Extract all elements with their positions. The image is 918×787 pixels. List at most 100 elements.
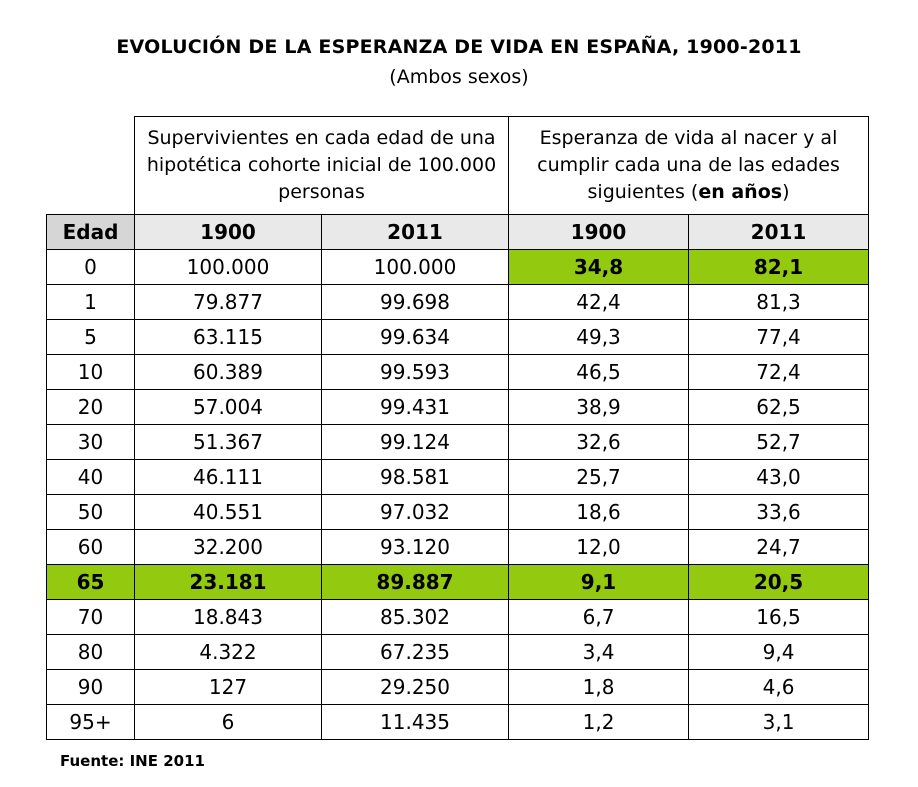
survivors-1900-cell: 32.200 bbox=[134, 529, 322, 565]
table-row: 90 127 29.250 1,8 4,6 bbox=[46, 669, 870, 705]
column-header-expectancy-2011: 2011 bbox=[688, 214, 870, 250]
edad-cell: 70 bbox=[46, 599, 135, 635]
edad-cell: 20 bbox=[46, 389, 135, 425]
expectancy-1900-cell: 1,2 bbox=[508, 704, 690, 740]
edad-cell: 65 bbox=[46, 564, 135, 600]
table-body: 0 100.000 100.000 34,8 82,1 1 79.877 99.698 42,4… bbox=[46, 249, 870, 740]
expectancy-2011-cell: 24,7 bbox=[688, 529, 870, 565]
survivors-1900-cell: 4.322 bbox=[134, 634, 322, 670]
table-row: 65 23.181 89.887 9,1 20,5 bbox=[46, 564, 870, 600]
survivors-1900-cell: 100.000 bbox=[134, 249, 322, 285]
survivors-1900-cell: 51.367 bbox=[134, 424, 322, 460]
life-expectancy-table: Supervivientes en cada edad de una hipot… bbox=[46, 116, 870, 740]
survivors-1900-cell: 18.843 bbox=[134, 599, 322, 635]
expectancy-1900-cell: 6,7 bbox=[508, 599, 690, 635]
survivors-2011-cell: 99.634 bbox=[320, 319, 510, 355]
table-row: 60 32.200 93.120 12,0 24,7 bbox=[46, 529, 870, 565]
survivors-1900-cell: 60.389 bbox=[134, 354, 322, 390]
expectancy-2011-cell: 52,7 bbox=[688, 424, 870, 460]
edad-cell: 80 bbox=[46, 634, 135, 670]
survivors-1900-cell: 23.181 bbox=[134, 564, 322, 600]
survivors-2011-cell: 85.302 bbox=[320, 599, 510, 635]
survivors-2011-cell: 99.593 bbox=[320, 354, 510, 390]
expectancy-2011-cell: 33,6 bbox=[688, 494, 870, 530]
table-row: 70 18.843 85.302 6,7 16,5 bbox=[46, 599, 870, 635]
survivors-1900-cell: 46.111 bbox=[134, 459, 322, 495]
expectancy-2011-cell: 16,5 bbox=[688, 599, 870, 635]
life-expectancy-header-suffix: ) bbox=[782, 181, 790, 203]
expectancy-1900-cell: 12,0 bbox=[508, 529, 690, 565]
survivors-1900-cell: 57.004 bbox=[134, 389, 322, 425]
expectancy-1900-cell: 1,8 bbox=[508, 669, 690, 705]
life-expectancy-header-unit: en años bbox=[698, 181, 783, 203]
page-subtitle: (Ambos sexos) bbox=[389, 66, 529, 88]
expectancy-2011-cell: 4,6 bbox=[688, 669, 870, 705]
survivors-2011-cell: 98.581 bbox=[320, 459, 510, 495]
page-title: EVOLUCIÓN DE LA ESPERANZA DE VIDA EN ESP… bbox=[116, 36, 802, 58]
table-row: 20 57.004 99.431 38,9 62,5 bbox=[46, 389, 870, 425]
expectancy-1900-cell: 25,7 bbox=[508, 459, 690, 495]
empty-corner-cell bbox=[46, 116, 135, 215]
edad-cell: 90 bbox=[46, 669, 135, 705]
expectancy-2011-cell: 81,3 bbox=[688, 284, 870, 320]
expectancy-2011-cell: 82,1 bbox=[688, 249, 870, 285]
survivors-group-header: Supervivientes en cada edad de una hipot… bbox=[133, 116, 510, 215]
survivors-2011-cell: 93.120 bbox=[320, 529, 510, 565]
survivors-2011-cell: 11.435 bbox=[320, 704, 510, 740]
expectancy-1900-cell: 46,5 bbox=[508, 354, 690, 390]
edad-cell: 30 bbox=[46, 424, 135, 460]
edad-cell: 1 bbox=[46, 284, 135, 320]
life-expectancy-group-header: Esperanza de vida al nacer y al cumplir … bbox=[508, 116, 870, 215]
source-note: Fuente: INE 2011 bbox=[60, 752, 205, 770]
life-expectancy-header-prefix: Esperanza de vida al nacer y al cumplir … bbox=[537, 127, 840, 203]
survivors-2011-cell: 99.698 bbox=[320, 284, 510, 320]
expectancy-2011-cell: 3,1 bbox=[688, 704, 870, 740]
group-header-row: Supervivientes en cada edad de una hipot… bbox=[46, 116, 870, 215]
expectancy-1900-cell: 3,4 bbox=[508, 634, 690, 670]
table-row: 1 79.877 99.698 42,4 81,3 bbox=[46, 284, 870, 320]
edad-cell: 40 bbox=[46, 459, 135, 495]
survivors-2011-cell: 29.250 bbox=[320, 669, 510, 705]
edad-cell: 95+ bbox=[46, 704, 135, 740]
survivors-2011-cell: 97.032 bbox=[320, 494, 510, 530]
expectancy-1900-cell: 42,4 bbox=[508, 284, 690, 320]
table-row: 80 4.322 67.235 3,4 9,4 bbox=[46, 634, 870, 670]
expectancy-2011-cell: 62,5 bbox=[688, 389, 870, 425]
edad-cell: 60 bbox=[46, 529, 135, 565]
table-row: 40 46.111 98.581 25,7 43,0 bbox=[46, 459, 870, 495]
table-row: 30 51.367 99.124 32,6 52,7 bbox=[46, 424, 870, 460]
expectancy-1900-cell: 18,6 bbox=[508, 494, 690, 530]
column-header-survivors-2011: 2011 bbox=[320, 214, 510, 250]
expectancy-2011-cell: 77,4 bbox=[688, 319, 870, 355]
expectancy-1900-cell: 9,1 bbox=[508, 564, 690, 600]
survivors-2011-cell: 99.124 bbox=[320, 424, 510, 460]
expectancy-2011-cell: 9,4 bbox=[688, 634, 870, 670]
table-row: 95+ 6 11.435 1,2 3,1 bbox=[46, 704, 870, 740]
column-header-edad: Edad bbox=[46, 214, 135, 250]
survivors-2011-cell: 100.000 bbox=[320, 249, 510, 285]
survivors-1900-cell: 6 bbox=[134, 704, 322, 740]
survivors-1900-cell: 40.551 bbox=[134, 494, 322, 530]
expectancy-2011-cell: 20,5 bbox=[688, 564, 870, 600]
edad-cell: 0 bbox=[46, 249, 135, 285]
column-header-row: Edad 1900 2011 1900 2011 bbox=[46, 214, 870, 250]
survivors-1900-cell: 79.877 bbox=[134, 284, 322, 320]
table-row: 5 63.115 99.634 49,3 77,4 bbox=[46, 319, 870, 355]
expectancy-1900-cell: 32,6 bbox=[508, 424, 690, 460]
survivors-1900-cell: 63.115 bbox=[134, 319, 322, 355]
survivors-2011-cell: 67.235 bbox=[320, 634, 510, 670]
expectancy-1900-cell: 49,3 bbox=[508, 319, 690, 355]
table-row: 50 40.551 97.032 18,6 33,6 bbox=[46, 494, 870, 530]
edad-cell: 50 bbox=[46, 494, 135, 530]
survivors-1900-cell: 127 bbox=[134, 669, 322, 705]
column-header-expectancy-1900: 1900 bbox=[508, 214, 690, 250]
expectancy-2011-cell: 43,0 bbox=[688, 459, 870, 495]
column-header-survivors-1900: 1900 bbox=[134, 214, 322, 250]
expectancy-1900-cell: 34,8 bbox=[508, 249, 690, 285]
survivors-2011-cell: 89.887 bbox=[320, 564, 510, 600]
expectancy-2011-cell: 72,4 bbox=[688, 354, 870, 390]
edad-cell: 5 bbox=[46, 319, 135, 355]
expectancy-1900-cell: 38,9 bbox=[508, 389, 690, 425]
survivors-2011-cell: 99.431 bbox=[320, 389, 510, 425]
table-row: 0 100.000 100.000 34,8 82,1 bbox=[46, 249, 870, 285]
